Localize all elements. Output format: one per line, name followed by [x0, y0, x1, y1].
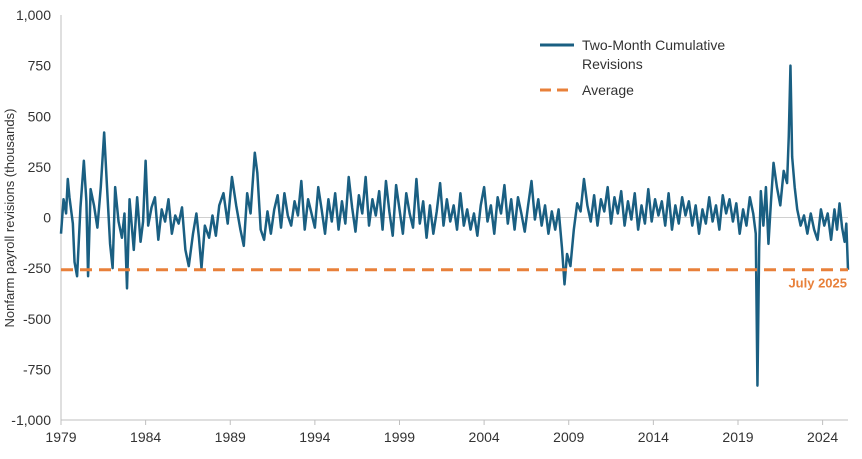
revisions-series-line — [59, 64, 850, 387]
y-axis-title-group: Nonfarm payroll revisions (thousands) — [2, 109, 17, 328]
series-layer — [59, 64, 850, 387]
y-tick-label: -250 — [23, 260, 51, 276]
x-tick-label: 2019 — [722, 429, 753, 445]
x-tick-label: 1994 — [299, 429, 330, 445]
y-tick-label: -750 — [23, 361, 51, 377]
y-tick-label: -500 — [23, 311, 51, 327]
legend-label-average: Average — [582, 82, 634, 98]
legend-label-revisions: Two-Month Cumulative — [582, 37, 725, 53]
x-tick-label: 1984 — [130, 429, 161, 445]
x-tick-label: 2009 — [553, 429, 584, 445]
y-tick-label: 750 — [28, 58, 52, 74]
y-axis-title: Nonfarm payroll revisions (thousands) — [2, 109, 17, 328]
x-tick-label: 1999 — [384, 429, 415, 445]
x-tick-label: 1979 — [45, 429, 76, 445]
legend: Two-Month Cumulative Revisions Average — [540, 37, 725, 98]
legend-label-revisions: Revisions — [582, 56, 643, 72]
y-tick-label: 250 — [28, 159, 52, 175]
y-tick-label: 500 — [28, 108, 52, 124]
y-axis-ticks: 1,000 750 500 250 0 -250 -500 -750 -1,000 — [11, 7, 51, 428]
annotation-layer: July 2025 — [788, 276, 847, 291]
x-tick-label: 2004 — [469, 429, 500, 445]
y-tick-label: -1,000 — [11, 412, 51, 428]
y-tick-label: 0 — [43, 210, 51, 226]
x-tick-label: 1989 — [215, 429, 246, 445]
y-tick-label: 1,000 — [16, 7, 51, 23]
x-tick-label: 2014 — [638, 429, 669, 445]
x-tick-label: 2024 — [807, 429, 838, 445]
x-axis-ticks: 1979 1984 1989 1994 1999 2004 2009 2014 2019 2024 — [45, 420, 838, 445]
annotation-july-2025: July 2025 — [788, 276, 847, 291]
